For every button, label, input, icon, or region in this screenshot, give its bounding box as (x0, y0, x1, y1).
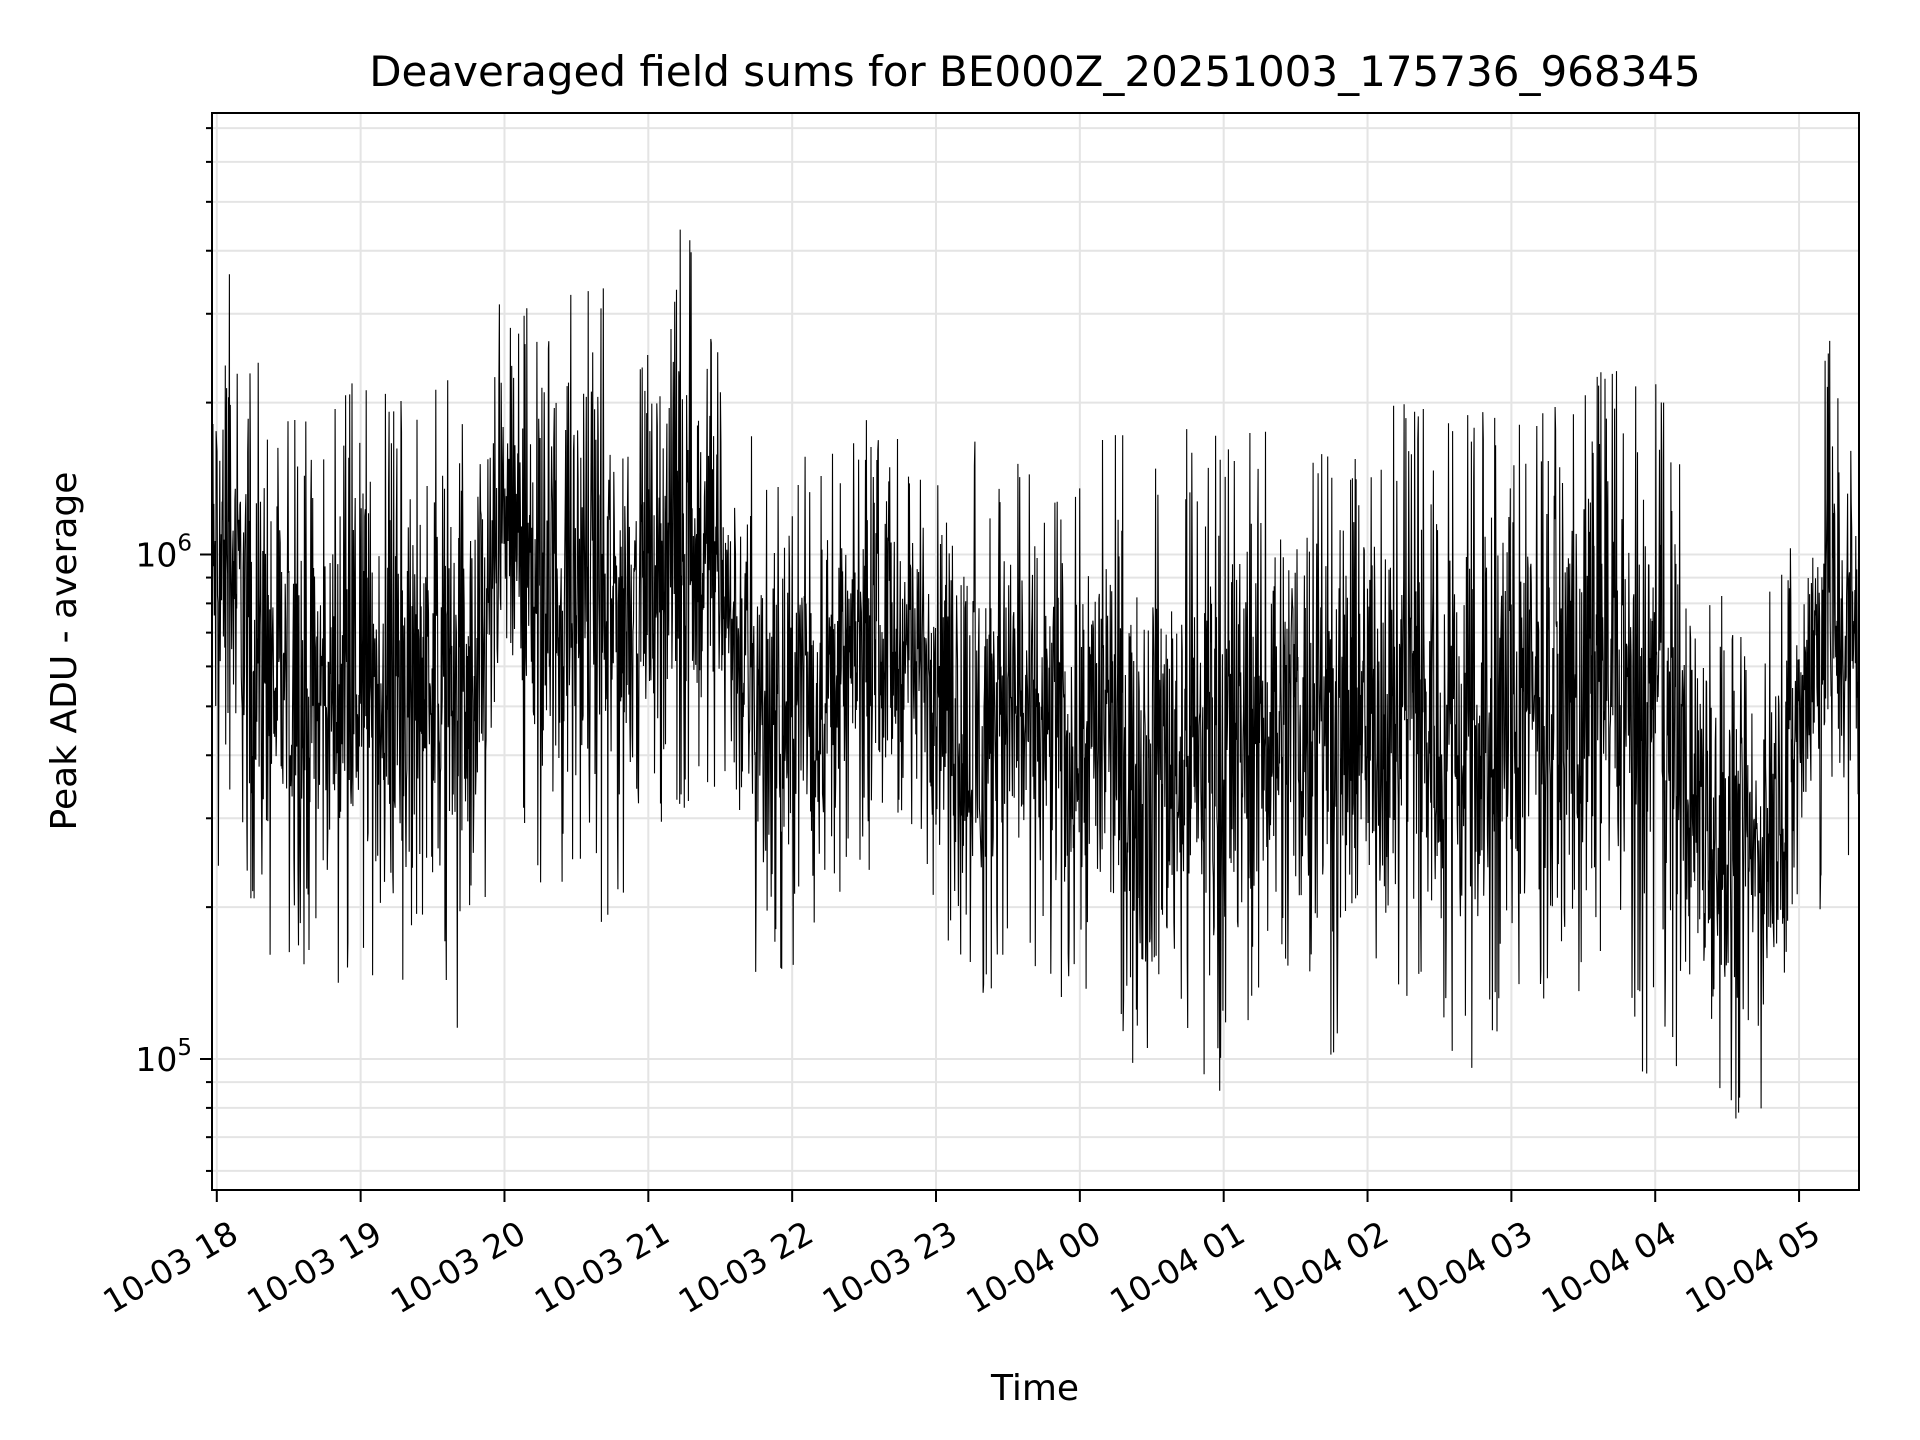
data-series (211, 229, 1860, 1119)
chart-title: Deaveraged field sums for BE000Z_2025100… (369, 47, 1701, 96)
x-axis-label: Time (990, 1368, 1079, 1409)
y-axis-label: Peak ADU - average (44, 472, 85, 831)
plot-frame (211, 112, 1860, 1191)
y-tick-label: 105 (135, 1035, 192, 1079)
series-line (211, 229, 1860, 1119)
y-tick-label: 106 (135, 530, 192, 574)
